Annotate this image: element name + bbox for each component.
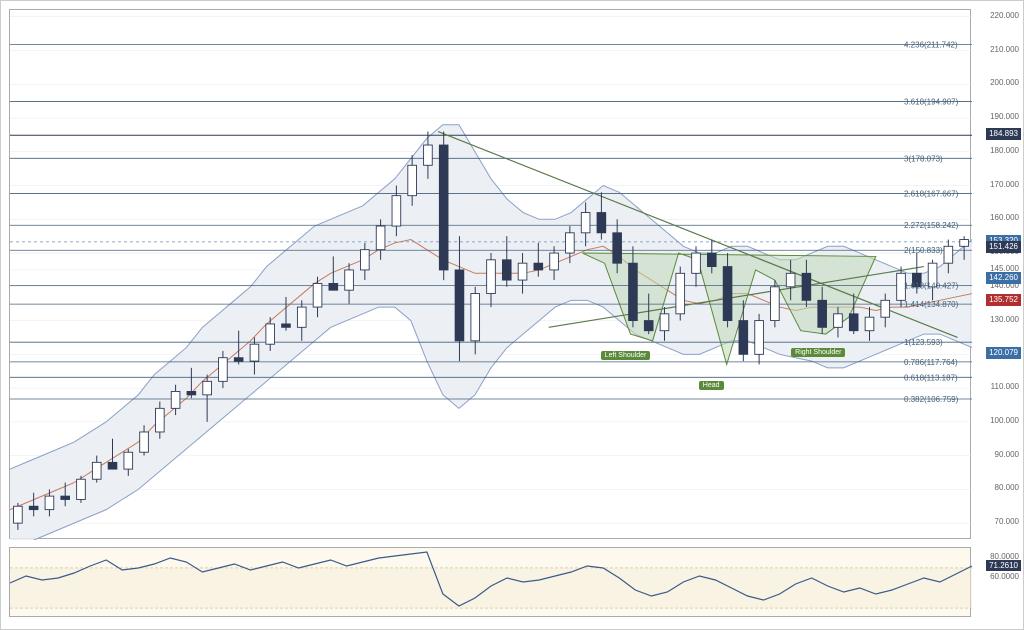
price-marker: 184.893 bbox=[986, 128, 1021, 140]
price-chart-panel[interactable]: 4.236(211.742) 3.618(194.907) 3(178.073) 2.… bbox=[9, 9, 971, 539]
svg-text:2.272(158.242): 2.272(158.242) bbox=[904, 221, 959, 230]
y-tick: 190.000 bbox=[990, 112, 1019, 121]
y-tick: 170.000 bbox=[990, 180, 1019, 189]
rsi-svg bbox=[10, 548, 972, 618]
y-tick: 180.000 bbox=[990, 146, 1019, 155]
rsi-y-tick: 60.0000 bbox=[990, 572, 1019, 581]
price-marker: 151.426 bbox=[986, 241, 1021, 253]
svg-text:2(150.833): 2(150.833) bbox=[904, 246, 943, 255]
price-y-axis: 70.00080.00090.000100.000110.000120.0001… bbox=[971, 9, 1023, 539]
price-marker: 135.752 bbox=[986, 294, 1021, 306]
y-tick: 220.000 bbox=[990, 11, 1019, 20]
price-marker: 142.260 bbox=[986, 272, 1021, 284]
svg-text:0.382(106.759): 0.382(106.759) bbox=[904, 395, 959, 404]
chart-container: 4.236(211.742) 3.618(194.907) 3(178.073) 2.… bbox=[0, 0, 1024, 630]
svg-text:3.618(194.907): 3.618(194.907) bbox=[904, 97, 959, 106]
svg-text:1(123.593): 1(123.593) bbox=[904, 338, 943, 347]
svg-text:1.618(140.427): 1.618(140.427) bbox=[904, 281, 959, 290]
pattern-label-head: Head bbox=[699, 381, 724, 390]
pattern-label-left: Left Shoulder bbox=[601, 351, 651, 360]
y-tick: 80.000 bbox=[995, 483, 1019, 492]
svg-text:0.786(117.764): 0.786(117.764) bbox=[904, 358, 958, 367]
pattern-label-right: Right Shoulder bbox=[791, 348, 845, 357]
svg-text:1.414(134.870): 1.414(134.870) bbox=[904, 300, 959, 309]
svg-text:0.618(113.187): 0.618(113.187) bbox=[904, 373, 958, 382]
rsi-y-axis: 80.000060.000071.2610 bbox=[971, 547, 1023, 617]
y-tick: 160.000 bbox=[990, 213, 1019, 222]
svg-text:4.236(211.742): 4.236(211.742) bbox=[904, 41, 958, 50]
y-tick: 130.000 bbox=[990, 315, 1019, 324]
y-tick: 110.000 bbox=[991, 382, 1019, 391]
y-tick: 200.000 bbox=[990, 78, 1019, 87]
main-chart-svg: 4.236(211.742) 3.618(194.907) 3(178.073) 2.… bbox=[10, 10, 972, 540]
rsi-value-marker: 71.2610 bbox=[986, 560, 1021, 572]
svg-text:3(178.073): 3(178.073) bbox=[904, 154, 943, 163]
y-tick: 100.000 bbox=[990, 416, 1019, 425]
rsi-indicator-panel[interactable] bbox=[9, 547, 971, 617]
y-tick: 210.000 bbox=[990, 45, 1019, 54]
y-tick: 90.000 bbox=[995, 450, 1019, 459]
svg-text:2.618(167.667): 2.618(167.667) bbox=[904, 189, 959, 198]
y-tick: 70.000 bbox=[995, 517, 1019, 526]
price-marker: 120.079 bbox=[986, 347, 1021, 359]
